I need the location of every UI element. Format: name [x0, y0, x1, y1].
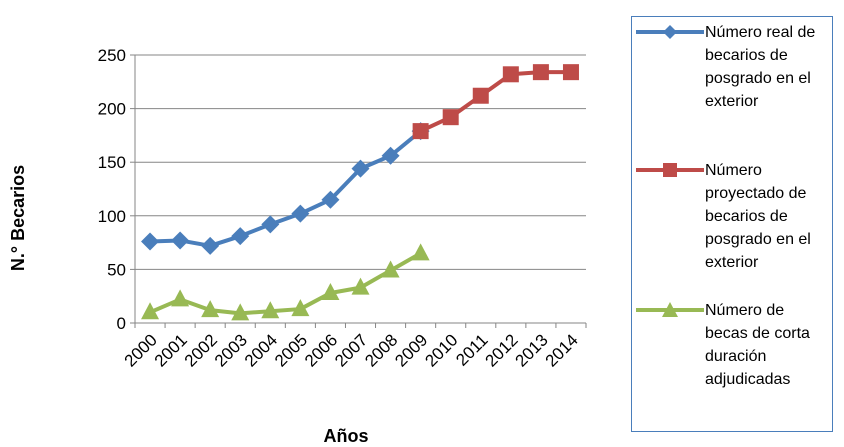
y-tick-label: 50: [107, 260, 126, 279]
data-point-square: [472, 87, 489, 104]
data-point-triangle: [171, 289, 190, 307]
data-point-triangle: [141, 302, 160, 320]
data-point-triangle: [321, 282, 340, 300]
series-line: [149, 251, 422, 316]
data-point-diamond: [261, 215, 280, 234]
x-tick-label: 2013: [512, 330, 552, 370]
x-tick-label: 2000: [121, 330, 161, 370]
line-chart: 0 50 100 150 200 250 200020012002200320042005…: [8, 46, 587, 446]
data-point-diamond: [171, 231, 190, 250]
y-tick-label: 100: [98, 207, 126, 226]
series-layer: [141, 64, 579, 321]
legend: Número real de becarios de posgrado en e…: [631, 16, 833, 432]
data-point-triangle: [261, 301, 280, 319]
data-point-triangle: [411, 243, 430, 261]
series-2: [141, 243, 430, 321]
data-point-diamond: [231, 227, 250, 246]
axes: [130, 54, 587, 328]
data-point-diamond: [201, 236, 220, 255]
data-point-square: [412, 123, 429, 140]
x-tick-label: 2011: [452, 330, 491, 369]
y-tick-label: 250: [98, 46, 126, 65]
x-tick-label: 2002: [181, 330, 221, 370]
x-axis-title: Años: [324, 426, 369, 446]
legend-label-projected: Número proyectado de becarios de posgrad…: [705, 162, 811, 271]
x-tick-labels: 2000200120022003200420052006200720082009…: [121, 330, 582, 370]
data-point-diamond: [141, 232, 160, 251]
x-tick-label: 2012: [481, 330, 521, 370]
data-point-square: [532, 64, 549, 81]
x-tick-label: 2004: [241, 330, 281, 370]
x-tick-label: 2003: [211, 330, 251, 370]
y-axis-title: N.° Becarios: [8, 165, 28, 271]
legend-swatch-square: [636, 163, 704, 177]
y-tick-label: 200: [98, 100, 126, 119]
data-point-triangle: [201, 300, 220, 318]
x-tick-label: 2008: [361, 330, 401, 370]
legend-label-short: Número de becas de corta duración adjudi…: [705, 302, 810, 388]
data-point-square: [562, 64, 579, 81]
x-tick-label: 2001: [151, 330, 191, 370]
legend-label-real: Número real de becarios de posgrado en e…: [705, 24, 816, 110]
x-tick-label: 2007: [331, 330, 371, 370]
data-point-triangle: [291, 299, 310, 317]
y-tick-labels: 0 50 100 150 200 250: [98, 46, 126, 333]
x-tick-label: 2009: [391, 330, 431, 370]
series-1: [412, 64, 579, 140]
y-tick-label: 0: [117, 314, 126, 333]
data-point-diamond: [381, 146, 400, 165]
data-point-square: [442, 109, 459, 126]
legend-swatch-triangle: [636, 302, 704, 317]
data-point-triangle: [231, 303, 250, 321]
data-point-square: [502, 66, 519, 83]
x-tick-label: 2010: [421, 330, 461, 370]
y-tick-label: 150: [98, 153, 126, 172]
data-point-diamond: [321, 190, 340, 209]
legend-swatch-diamond: [636, 25, 704, 39]
data-point-diamond: [291, 204, 310, 223]
series-line: [149, 129, 422, 248]
data-point-diamond: [351, 159, 370, 178]
x-tick-label: 2014: [542, 330, 582, 370]
x-tick-label: 2005: [271, 330, 311, 370]
x-tick-label: 2006: [301, 330, 341, 370]
data-point-triangle: [351, 277, 370, 295]
series-0: [141, 122, 430, 255]
data-point-triangle: [381, 260, 400, 278]
